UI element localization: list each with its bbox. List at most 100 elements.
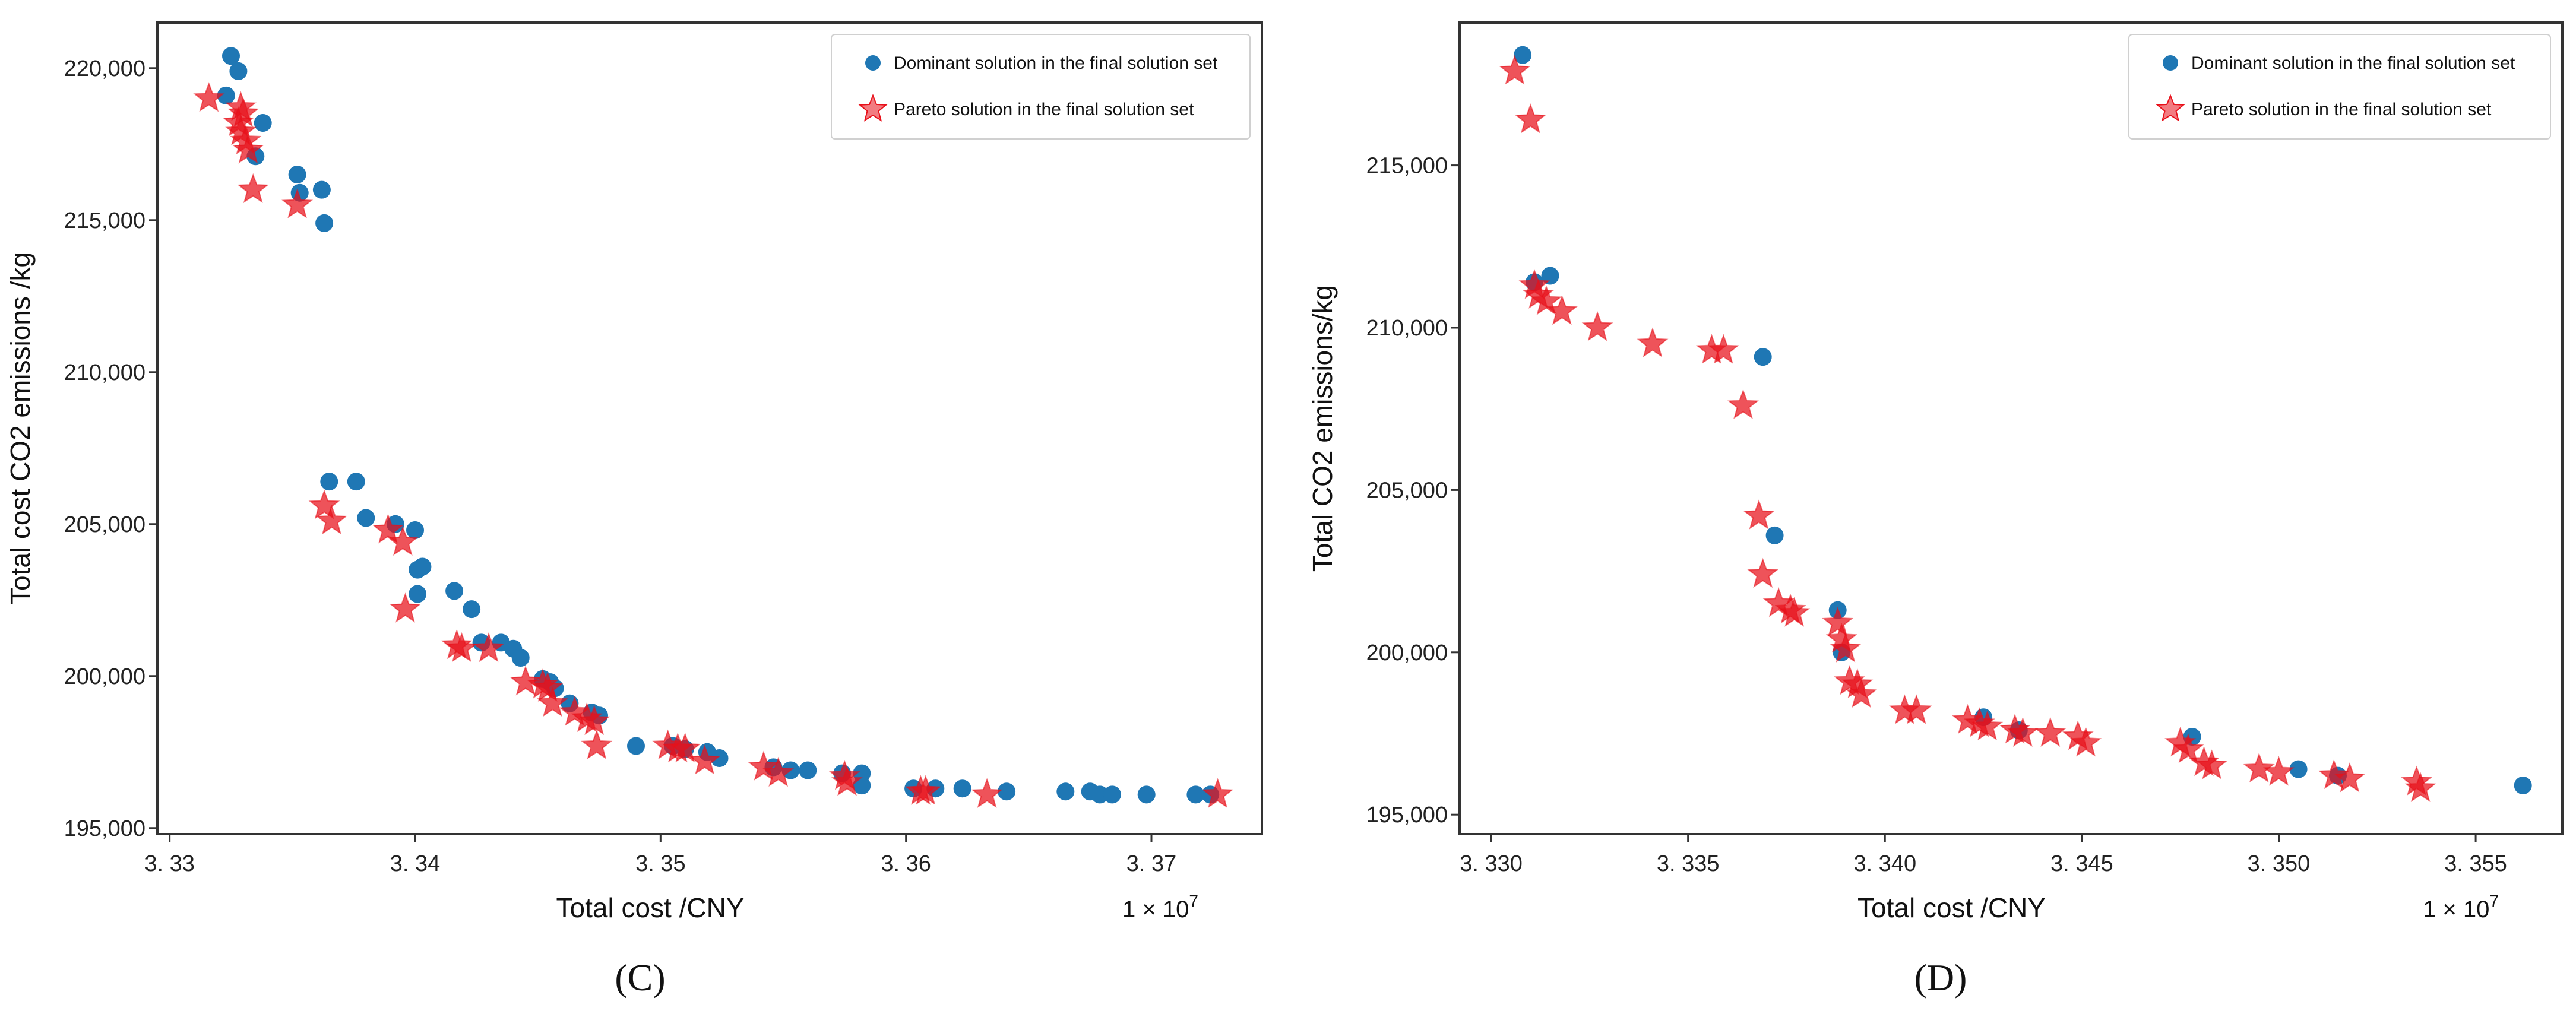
panel-d-legend: Dominant solution in the final solution … <box>2128 34 2551 140</box>
dominant-solution-point <box>2289 760 2308 778</box>
pareto-solution-point <box>446 632 478 663</box>
panel-c-x-ticks: 3. 33 3. 34 3. 35 3. 36 3. 37 <box>144 834 1176 876</box>
panel-d-x-multiplier: 1 × 107 <box>2423 892 2499 923</box>
dominant-solution-point <box>1103 785 1121 804</box>
pareto-solution-point <box>389 592 421 623</box>
dominant-solution-point <box>511 649 530 667</box>
pareto-solution-point <box>689 744 721 775</box>
panel-d-legend-dominant-label: Dominant solution in the final solution … <box>2191 53 2515 73</box>
dominant-solution-point <box>320 473 338 491</box>
y-tick-label: 210,000 <box>1366 316 1448 341</box>
dominant-solution-point <box>1754 348 1772 366</box>
dominant-solution-point <box>347 473 365 491</box>
dominant-solution-point <box>710 749 729 767</box>
pareto-solution-point <box>971 778 1003 809</box>
panel-d-y-ticks: 195,000 200,000 205,000 210,000 215,000 <box>1366 154 1460 828</box>
dominant-solution-point <box>315 214 334 232</box>
pareto-solution-point <box>578 705 610 736</box>
pareto-solution-point <box>1514 103 1546 134</box>
dominant-solution-point <box>953 779 971 798</box>
panel-d-x-ticks: 3. 330 3. 335 3. 340 3. 345 3. 350 3. 355 <box>1460 834 2507 876</box>
pareto-solution-point <box>308 489 340 519</box>
y-tick-label: 210,000 <box>64 360 145 385</box>
pareto-solution-point <box>1830 632 1862 663</box>
panel-c-legend-dominant-marker <box>865 55 881 71</box>
pareto-solution-point <box>1530 285 1562 315</box>
dominant-solution-point <box>445 582 464 600</box>
dominant-solution-point <box>998 782 1016 801</box>
pareto-solution-point <box>473 632 505 663</box>
dominant-solution-point <box>1056 782 1075 801</box>
panel-c-legend-pareto-marker <box>858 94 888 122</box>
panel-c: 3. 33 3. 34 3. 35 3. 36 3. 37 195,000 200,000… <box>5 21 1263 999</box>
x-tick-label: 3. 350 <box>2248 851 2311 876</box>
y-tick-label: 205,000 <box>64 512 145 537</box>
dominant-solution-point <box>1186 785 1205 804</box>
pareto-solution-point <box>1202 778 1234 809</box>
panel-c-points <box>193 47 1234 809</box>
x-tick-label: 3. 345 <box>2050 851 2113 876</box>
dominant-solution-point <box>409 585 427 603</box>
pareto-solution-point <box>2262 756 2295 786</box>
panel-d-legend-pareto-label: Pareto solution in the final solution se… <box>2191 100 2492 119</box>
pareto-solution-point <box>831 766 863 796</box>
pareto-solution-point <box>372 514 404 544</box>
pareto-solution-point <box>1900 694 1932 724</box>
dominant-solution-point <box>222 47 240 65</box>
y-tick-label: 200,000 <box>64 664 145 689</box>
y-tick-label: 215,000 <box>64 208 145 233</box>
x-tick-label: 3. 330 <box>1460 851 1523 876</box>
pareto-solution-point <box>1637 327 1669 357</box>
y-tick-label: 220,000 <box>64 56 145 81</box>
dominant-solution-point <box>217 86 235 104</box>
y-tick-label: 200,000 <box>1366 641 1448 666</box>
pareto-solution-point <box>315 504 347 535</box>
y-tick-label: 195,000 <box>1366 803 1448 828</box>
y-tick-label: 215,000 <box>1366 154 1448 179</box>
panel-c-y-axis-label: Total cost CO2 emissions /kg <box>5 252 36 604</box>
dominant-solution-point <box>357 509 375 527</box>
pareto-solution-point <box>1845 678 1878 708</box>
dominant-solution-point <box>2514 777 2532 794</box>
panel-d-axes-frame <box>1458 21 2564 835</box>
panel-c-axes-frame <box>156 21 1263 835</box>
dominant-solution-point <box>799 761 817 779</box>
panel-d-points <box>1499 46 2532 803</box>
panel-c-caption: (C) <box>615 956 665 999</box>
pareto-solution-point <box>2069 727 2102 757</box>
pareto-solution-point <box>748 750 780 781</box>
x-tick-label: 3. 33 <box>144 851 195 876</box>
panel-d-y-axis-label: Total CO2 emissions/kg <box>1307 285 1338 572</box>
dominant-solution-point <box>1091 785 1109 804</box>
x-tick-label: 3. 35 <box>635 851 686 876</box>
pareto-solution-point <box>1743 499 1775 530</box>
pareto-solution-point <box>2404 772 2436 803</box>
panel-d-caption: (D) <box>1914 956 1967 999</box>
pareto-solution-point <box>1581 311 1613 341</box>
panel-d-x-axis-label: Total cost /CNY <box>1857 892 2046 923</box>
panel-c-legend-pareto-label: Pareto solution in the final solution se… <box>894 100 1194 119</box>
pareto-solution-point <box>2007 717 2039 747</box>
panel-c-y-ticks: 195,000 200,000 205,000 210,000 215,000 220,0… <box>64 56 157 841</box>
pareto-solution-point <box>281 188 314 218</box>
panel-c-x-multiplier: 1 × 107 <box>1122 892 1198 923</box>
pareto-solution-point <box>531 671 564 702</box>
pareto-solution-point <box>237 173 269 204</box>
pareto-solution-point <box>1707 334 1739 364</box>
pareto-solution-point <box>2034 717 2067 747</box>
x-tick-label: 3. 34 <box>390 851 441 876</box>
panel-c-x-axis-label: Total cost /CNY <box>556 892 745 923</box>
pareto-solution-point <box>232 134 264 164</box>
x-tick-label: 3. 355 <box>2444 851 2507 876</box>
pareto-solution-point <box>2196 749 2228 779</box>
pareto-solution-point <box>910 775 942 805</box>
x-tick-label: 3. 340 <box>1853 851 1916 876</box>
panel-c-legend-dominant-label: Dominant solution in the final solution … <box>894 53 1218 73</box>
pareto-solution-point <box>1747 557 1779 588</box>
dominant-solution-point <box>254 114 272 132</box>
pareto-solution-point <box>193 82 225 112</box>
dominant-solution-point <box>1765 526 1784 544</box>
pareto-solution-point <box>2172 733 2204 763</box>
